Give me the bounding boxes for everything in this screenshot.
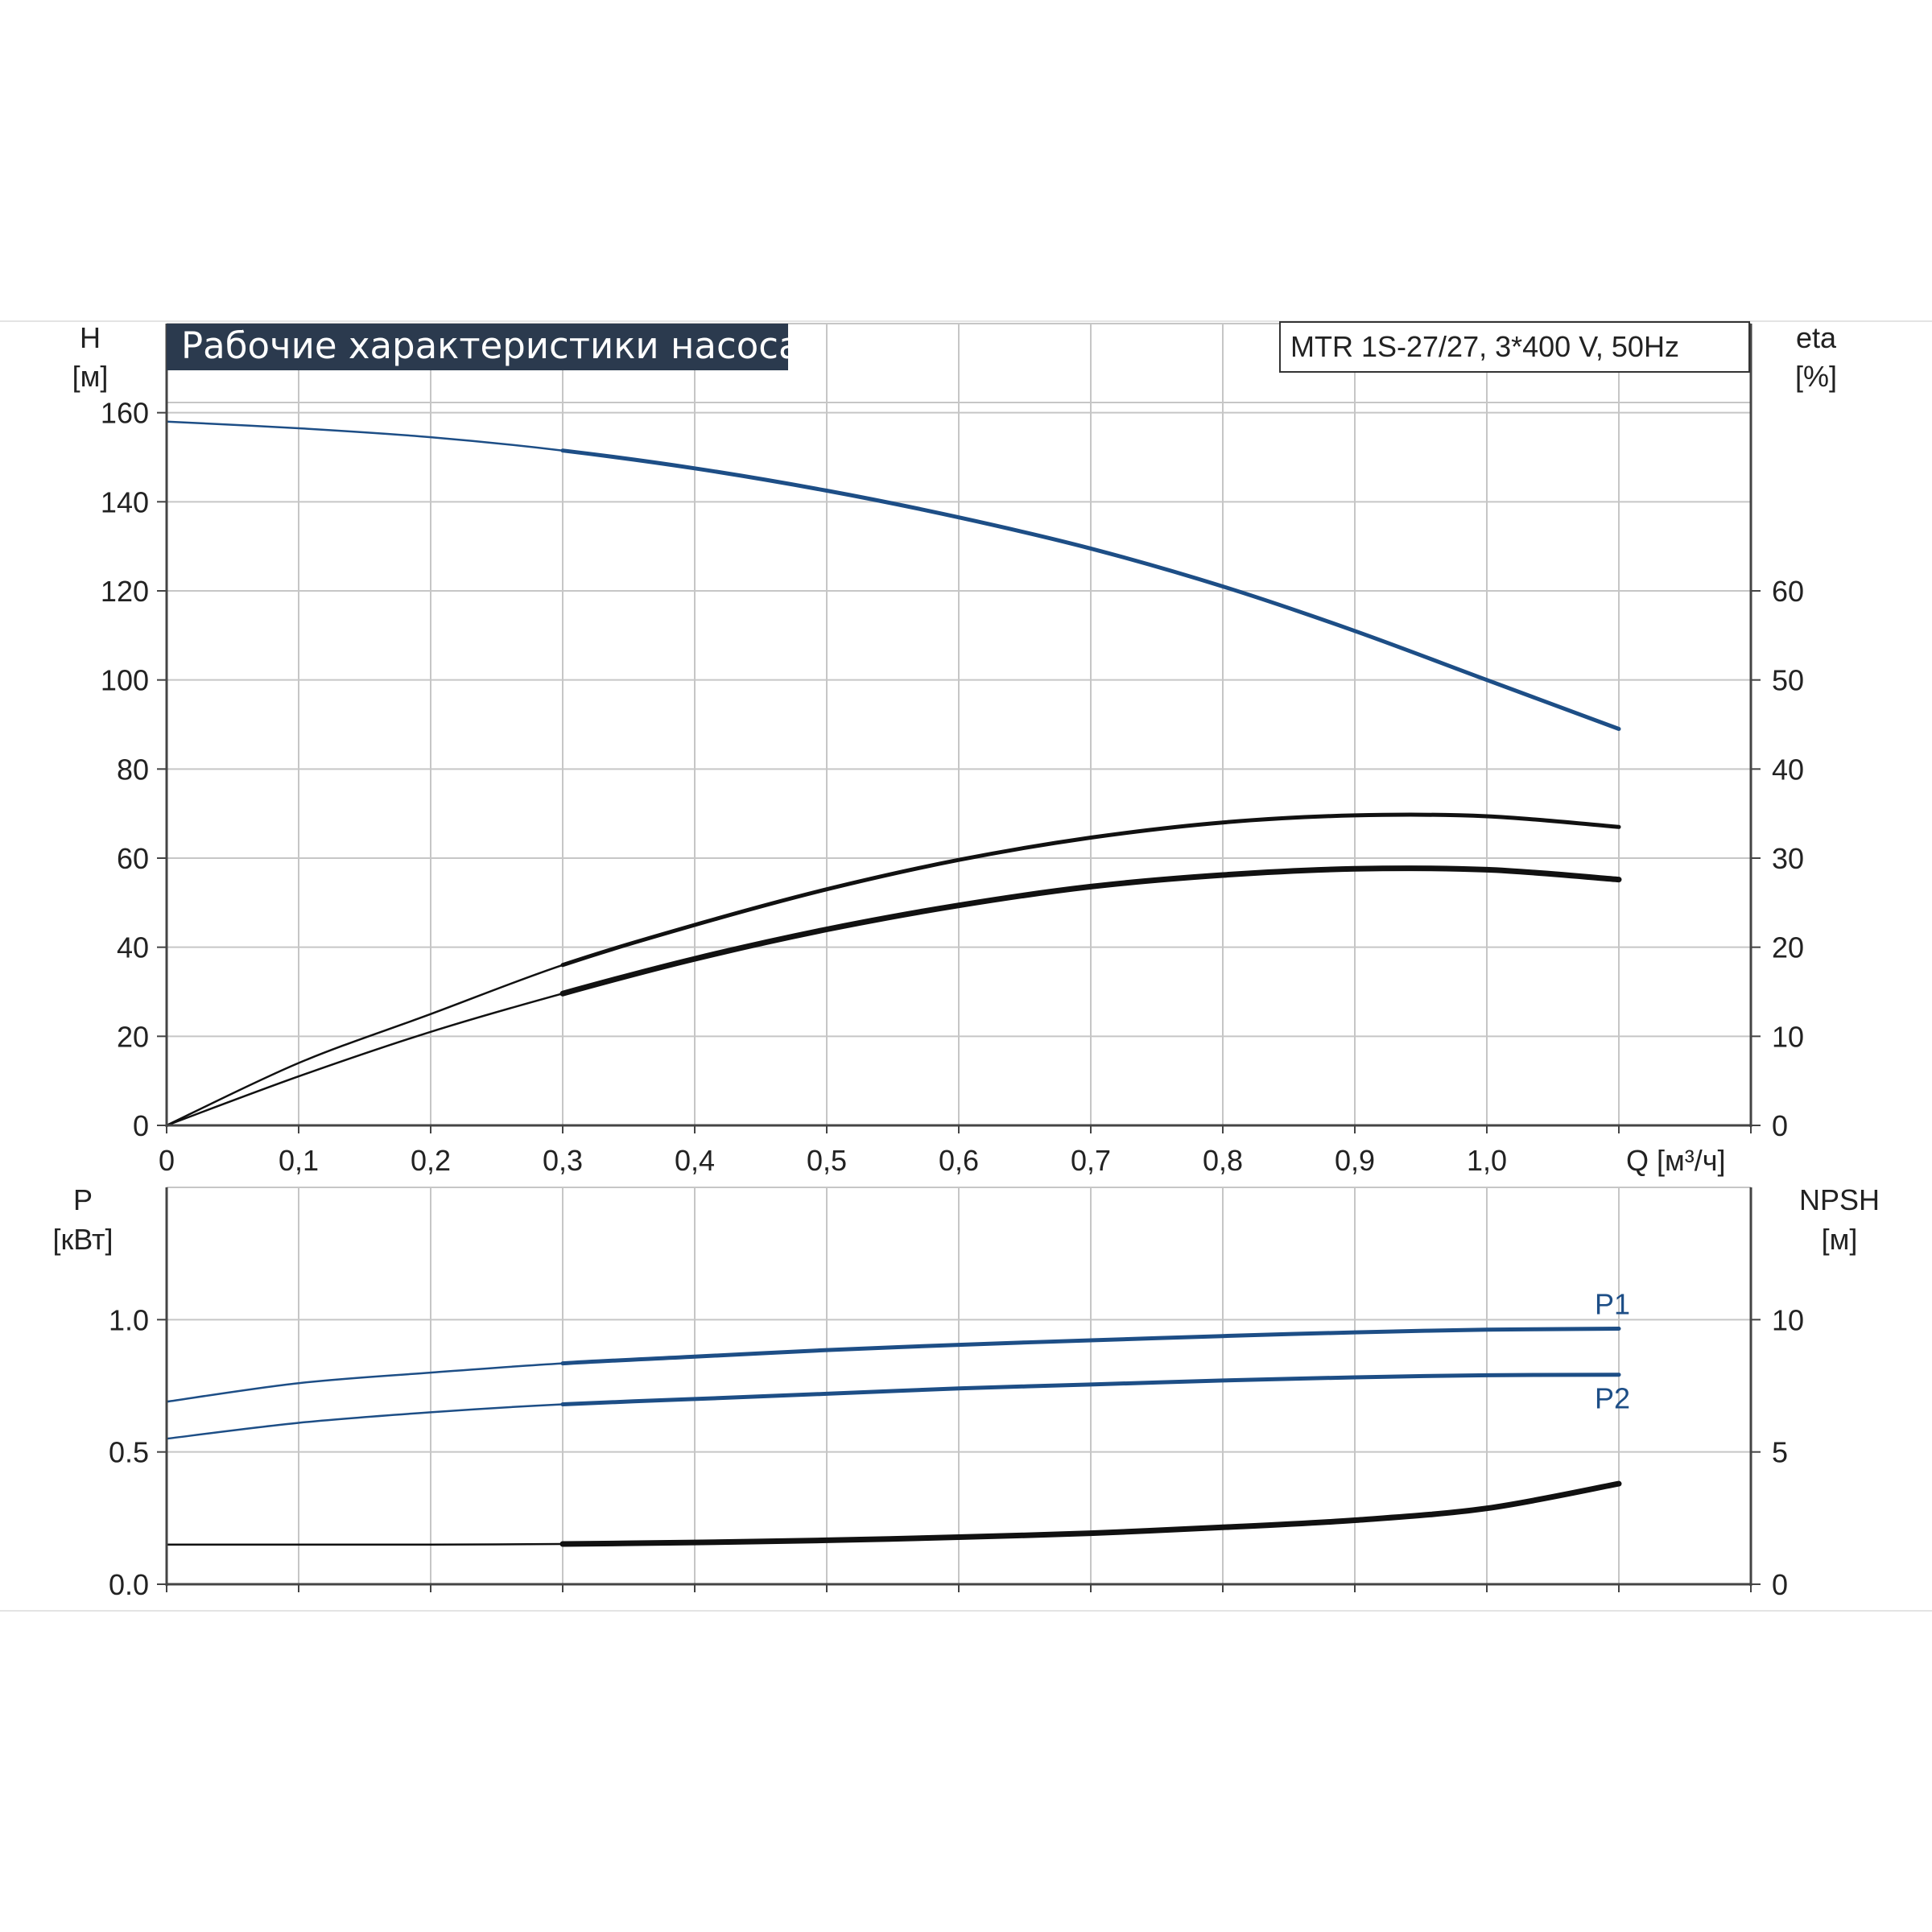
x-tick-label: 1,0 <box>1467 1144 1507 1177</box>
bottom-chart-axes <box>157 1187 1761 1592</box>
y-right-tick-label: 40 <box>1772 753 1804 786</box>
series-operating-h <box>560 448 1621 731</box>
y-left-tick-label: 20 <box>117 1020 149 1053</box>
y-left-tick-label: 60 <box>117 842 149 875</box>
x-axis-title: Q [м³/ч] <box>1626 1144 1726 1177</box>
x-tick-label: 0,8 <box>1203 1144 1243 1177</box>
y-right-tick-label: 50 <box>1772 664 1804 697</box>
series-operating-p2 <box>560 1373 1621 1406</box>
series-operating-eta-thick <box>559 865 1622 997</box>
bottom-chart-series <box>166 1327 1622 1547</box>
x-tick-label: 0 <box>159 1144 175 1177</box>
y-left-tick-label: 0.5 <box>109 1436 149 1469</box>
y-right-tick-label: 60 <box>1772 575 1804 608</box>
y-left-tick-label: 160 <box>101 397 149 430</box>
y-right-tick-label: 0 <box>1772 1568 1788 1601</box>
top-chart-axes <box>157 324 1761 1133</box>
series-operating-p1 <box>560 1327 1621 1366</box>
x-tick-label: 0,1 <box>279 1144 319 1177</box>
x-tick-label: 0,2 <box>411 1144 451 1177</box>
x-tick-label: 0,9 <box>1335 1144 1375 1177</box>
series-label-p1: P1 <box>1595 1288 1630 1321</box>
x-tick-label: 0,3 <box>543 1144 583 1177</box>
y-right-tick-label: 10 <box>1772 1303 1804 1336</box>
series-line-eta-thin <box>166 813 1620 1127</box>
top-chart-grid <box>167 323 1752 1125</box>
series-line-eta-thick <box>166 867 1620 1127</box>
y-right-tick-label: 5 <box>1772 1436 1788 1469</box>
model-box <box>1279 321 1750 373</box>
model-label: MTR 1S-27/27, 3*400 V, 50Hz <box>1290 330 1679 363</box>
y-left-tick-label: 140 <box>101 485 149 518</box>
series-line-p2 <box>166 1373 1620 1440</box>
x-tick-label: 0,5 <box>807 1144 847 1177</box>
y-left-tick-label: 40 <box>117 931 149 964</box>
y-right-axis-unit: [м] <box>1822 1223 1858 1256</box>
bottom-chart-grid <box>167 1187 1752 1584</box>
y-left-axis-unit: [кВт] <box>52 1223 113 1256</box>
x-tick-label: 0,7 <box>1071 1144 1111 1177</box>
y-left-axis-unit: [м] <box>72 360 109 393</box>
y-right-tick-label: 20 <box>1772 931 1804 964</box>
y-right-tick-label: 0 <box>1772 1109 1788 1142</box>
y-right-tick-label: 30 <box>1772 842 1804 875</box>
x-tick-label: 0,6 <box>939 1144 979 1177</box>
y-left-tick-label: 0 <box>133 1109 149 1142</box>
y-right-axis-title: NPSH <box>1799 1183 1880 1216</box>
y-left-axis-title: P <box>73 1183 93 1216</box>
y-left-tick-label: 1.0 <box>109 1303 149 1336</box>
y-left-tick-label: 120 <box>101 575 149 608</box>
y-left-tick-label: 0.0 <box>109 1568 149 1601</box>
series-operating-npsh <box>559 1480 1622 1547</box>
chart-title: Рабочие характеристики насоса <box>181 324 801 367</box>
chart-labels: 0204060801001201401600102030405060H[м]et… <box>52 321 1880 1601</box>
y-left-axis-title: H <box>80 321 101 354</box>
y-right-axis-unit: [%] <box>1795 360 1837 393</box>
series-operating-eta-thin <box>560 812 1621 968</box>
title-box <box>167 324 788 370</box>
x-tick-label: 0,4 <box>675 1144 715 1177</box>
y-right-axis-title: eta <box>1796 321 1837 354</box>
top-chart-series <box>166 420 1622 1127</box>
series-label-p2: P2 <box>1595 1382 1630 1415</box>
series-line-h <box>166 420 1620 730</box>
y-left-tick-label: 80 <box>117 753 149 786</box>
y-left-tick-label: 100 <box>101 664 149 697</box>
y-right-tick-label: 10 <box>1772 1020 1804 1053</box>
